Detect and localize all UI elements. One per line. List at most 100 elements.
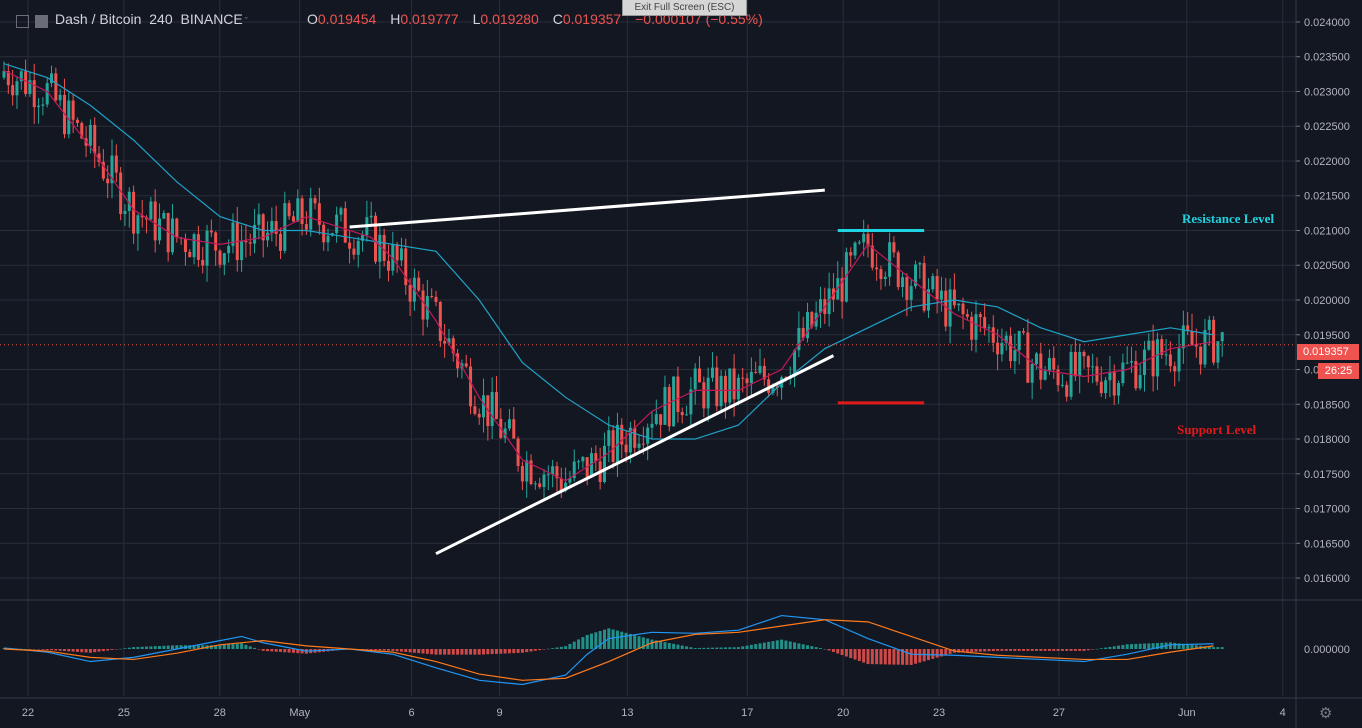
macd-y-tick-label: 0.000000 — [1304, 644, 1350, 656]
signal-line — [3, 619, 1214, 681]
close-value: 0.019357 — [562, 11, 622, 27]
support-label: Support Level — [1177, 422, 1257, 437]
macd-histogram-bar — [162, 645, 166, 649]
candle-body — [875, 267, 879, 270]
macd-histogram-bar — [248, 646, 252, 649]
candle-body — [702, 382, 706, 409]
candle-body — [196, 234, 200, 260]
macd-histogram-bar — [158, 645, 162, 649]
square-icon[interactable] — [16, 15, 29, 29]
candle-body — [762, 365, 766, 380]
square-filled-icon[interactable] — [35, 15, 48, 29]
macd-histogram-bar — [417, 649, 421, 654]
candle-body — [806, 312, 810, 339]
macd-histogram-bar — [948, 649, 952, 654]
candle-body — [88, 124, 92, 146]
candle-body — [957, 303, 961, 306]
macd-histogram-bar — [983, 649, 987, 652]
macd-histogram-bar — [188, 645, 192, 649]
candle-body — [248, 242, 252, 244]
candle-body — [75, 119, 79, 123]
candle-body — [136, 215, 140, 234]
low-label: L — [472, 11, 481, 27]
y-tick-label: 0.016500 — [1304, 538, 1350, 550]
macd-histogram-bar — [395, 649, 399, 652]
macd-histogram-bar — [75, 649, 79, 652]
candle-body — [866, 233, 870, 246]
macd-histogram-bar — [875, 649, 879, 665]
candle-body — [253, 224, 257, 244]
macd-histogram-bar — [456, 649, 460, 655]
x-tick-label: 9 — [496, 707, 502, 719]
candle-body — [676, 376, 680, 413]
candle-body — [404, 248, 408, 286]
candle-body — [326, 235, 330, 243]
macd-histogram-bar — [533, 649, 537, 651]
macd-histogram-bar — [192, 645, 196, 649]
candle-body — [754, 371, 758, 373]
exit-fullscreen-button[interactable]: Exit Full Screen (ESC) — [622, 0, 747, 16]
symbol-title[interactable]: Dash / Bitcoin 240 BINANCE ˇ — [55, 11, 248, 27]
candle-body — [650, 423, 654, 428]
macd-histogram-bar — [218, 645, 222, 649]
macd-histogram-bar — [58, 649, 62, 651]
gear-icon[interactable]: ⚙ — [1319, 705, 1333, 722]
candle-body — [577, 461, 581, 463]
candle-body — [127, 191, 131, 211]
macd-histogram-bar — [482, 649, 486, 655]
candle-body — [274, 221, 278, 234]
header-icons[interactable] — [16, 13, 54, 31]
candle-body — [901, 277, 905, 288]
macd-histogram-bar — [37, 649, 41, 650]
candle-body — [1194, 344, 1198, 347]
candle-body — [905, 277, 909, 300]
macd-histogram-bar — [477, 649, 481, 655]
candle-body — [581, 457, 585, 462]
macd-histogram-bar — [425, 649, 429, 654]
macd-histogram-bar — [443, 649, 447, 655]
macd-histogram-bar — [646, 638, 650, 649]
candle-body — [266, 232, 270, 241]
macd-histogram-bar — [719, 647, 723, 649]
candle-body — [205, 230, 209, 266]
macd-histogram-bar — [84, 649, 88, 653]
candle-body — [1186, 325, 1190, 331]
candle-body — [175, 218, 179, 238]
chevron-down-icon[interactable]: ˇ — [244, 16, 248, 26]
macd-histogram-bar — [54, 649, 58, 651]
candle-body — [482, 395, 486, 418]
candle-body — [758, 365, 762, 373]
macd-histogram-bar — [853, 649, 857, 660]
macd-histogram-bar — [1017, 649, 1021, 651]
macd-histogram-bar — [1147, 643, 1151, 649]
candle-body — [6, 71, 10, 86]
macd-histogram-bar — [1155, 642, 1159, 649]
macd-histogram-bar — [32, 649, 36, 650]
open-value: 0.019454 — [317, 11, 377, 27]
macd-histogram-bar — [175, 645, 179, 649]
candle-body — [19, 71, 23, 82]
macd-histogram-bar — [41, 649, 45, 650]
macd-histogram-bar — [460, 649, 464, 655]
macd-histogram-bar — [784, 640, 788, 649]
close-label: C — [552, 11, 563, 27]
macd-histogram-bar — [1207, 646, 1211, 649]
candle-body — [810, 312, 814, 327]
macd-histogram-bar — [235, 643, 239, 649]
candle-body — [348, 242, 352, 249]
candle-body — [564, 482, 568, 491]
macd-histogram-bar — [50, 649, 54, 651]
candle-body — [516, 438, 520, 467]
macd-histogram-bar — [1009, 649, 1013, 651]
candle-body — [624, 444, 628, 453]
x-tick-label: 25 — [118, 707, 130, 719]
macd-histogram-bar — [741, 646, 745, 649]
y-tick-label: 0.021000 — [1304, 225, 1350, 237]
macd-histogram-bar — [879, 649, 883, 665]
candle-body — [110, 155, 114, 184]
macd-histogram-bar — [1160, 642, 1164, 649]
candle-body — [680, 412, 684, 416]
candle-body — [952, 289, 956, 306]
macd-histogram-bar — [529, 649, 533, 652]
